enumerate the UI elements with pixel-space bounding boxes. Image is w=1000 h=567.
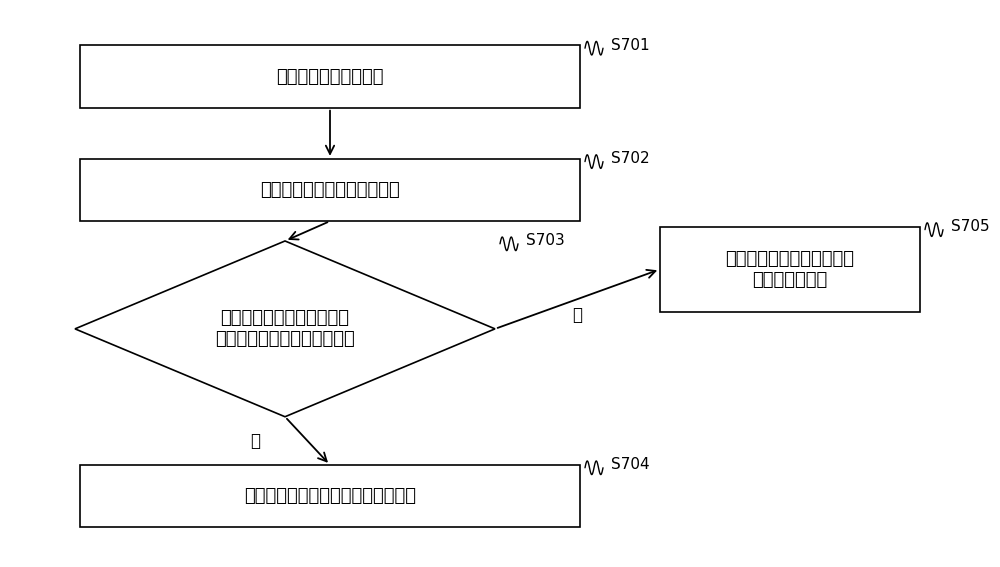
FancyBboxPatch shape	[80, 45, 580, 108]
Text: 响应于打开操作，判断当前
显示界面背景是否为桌面背景: 响应于打开操作，判断当前 显示界面背景是否为桌面背景	[215, 310, 355, 348]
Text: S701: S701	[611, 38, 650, 53]
Text: 是: 是	[250, 432, 260, 450]
Text: S702: S702	[611, 151, 650, 166]
Text: 全屏显示与特定控件对应的应用窗口: 全屏显示与特定控件对应的应用窗口	[244, 487, 416, 505]
FancyBboxPatch shape	[80, 159, 580, 221]
Text: S703: S703	[526, 234, 565, 248]
Text: 接收针对特定控件的打开操作: 接收针对特定控件的打开操作	[260, 181, 400, 199]
Text: S705: S705	[951, 219, 990, 234]
Text: 否: 否	[572, 306, 582, 324]
Text: 悬浮窗方式显示与特定控件
对应的应用窗口: 悬浮窗方式显示与特定控件 对应的应用窗口	[726, 250, 854, 289]
Text: S704: S704	[611, 458, 650, 472]
Polygon shape	[75, 241, 495, 417]
Text: 在屏幕上显示特定控件: 在屏幕上显示特定控件	[276, 67, 384, 86]
FancyBboxPatch shape	[660, 227, 920, 312]
FancyBboxPatch shape	[80, 465, 580, 527]
